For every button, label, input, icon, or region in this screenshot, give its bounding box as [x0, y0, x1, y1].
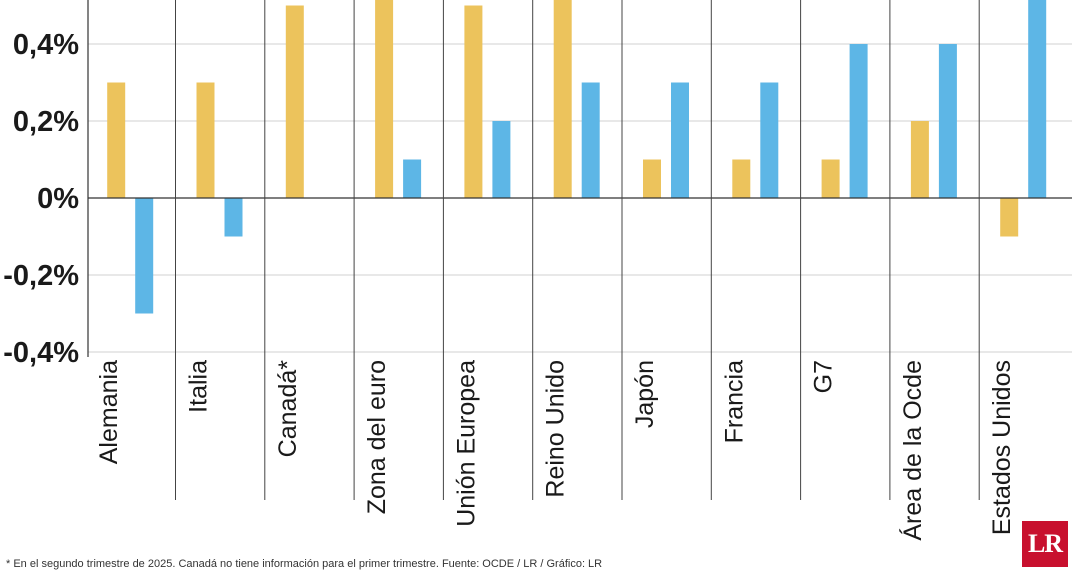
- x-axis-label: Estados Unidos: [988, 360, 1016, 535]
- axes: [87, 0, 1072, 500]
- x-axis-label: Zona del euro: [363, 360, 391, 514]
- x-axis-label: Reino Unido: [542, 360, 570, 498]
- footnote: * En el segundo trimestre de 2025. Canad…: [6, 558, 603, 570]
- y-tick-label: 0%: [37, 183, 79, 215]
- x-axis-labels: Alemania Italia Canadá* Zona del euro Unión …: [95, 360, 1016, 541]
- bar: [107, 82, 126, 198]
- y-axis-ticks: 0,4% 0,2% 0% -0,2% -0,4%: [3, 29, 79, 369]
- x-axis-label: Alemania: [95, 360, 123, 464]
- bar: [196, 82, 215, 198]
- x-axis-label: Japón: [631, 360, 659, 428]
- y-tick-label: -0,4%: [3, 337, 79, 369]
- y-tick-label: -0,2%: [3, 260, 79, 292]
- y-tick-label: 0,4%: [13, 29, 79, 61]
- y-tick-label: 0,2%: [13, 106, 79, 138]
- bar: [375, 0, 394, 198]
- bar: [285, 5, 304, 198]
- bar: [403, 159, 422, 198]
- bar: [1000, 198, 1019, 237]
- bar: [581, 82, 600, 198]
- bar: [643, 159, 661, 198]
- bars: [107, 0, 1047, 314]
- x-axis-label: Francia: [720, 360, 748, 443]
- bar: [938, 44, 957, 198]
- bar: [464, 5, 483, 198]
- x-axis-label: G7: [810, 360, 838, 393]
- bar: [732, 159, 751, 198]
- bar: [760, 82, 779, 198]
- x-axis-label: Italia: [185, 360, 213, 413]
- x-axis-label: Canadá*: [274, 360, 302, 458]
- bar: [553, 0, 572, 198]
- bar: [135, 198, 154, 314]
- bar: [849, 44, 868, 198]
- lr-logo: LR: [1022, 521, 1068, 567]
- bar: [821, 159, 840, 198]
- bar: [910, 121, 929, 198]
- x-axis-label: Área de la Ocde: [898, 360, 927, 541]
- x-axis-label: Unión Europea: [452, 360, 480, 527]
- bar: [492, 121, 511, 198]
- bar: [224, 198, 243, 237]
- bar: [671, 82, 689, 198]
- bar: [1028, 0, 1047, 198]
- gridlines: [88, 43, 1072, 353]
